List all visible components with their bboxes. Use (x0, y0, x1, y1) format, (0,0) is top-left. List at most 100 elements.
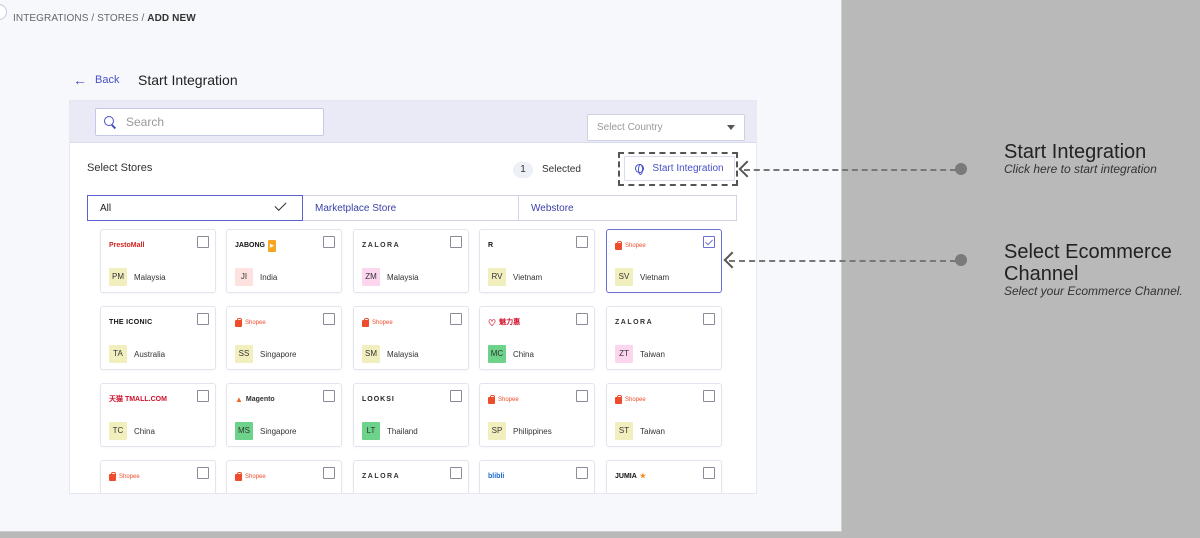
store-country: India (260, 273, 278, 282)
store-card[interactable]: 天猫 TMALL.COM TC China (100, 383, 216, 447)
sidebar-toggle[interactable] (0, 4, 7, 20)
tab-marketplace-store[interactable]: Marketplace Store (303, 196, 519, 220)
store-card[interactable]: ZALORA (353, 460, 469, 493)
tab-marketplace-label: Marketplace Store (315, 202, 397, 214)
store-logo-text: 魅力惠 (499, 319, 521, 326)
annotation-title: Select Ecommerce Channel (1004, 241, 1172, 285)
store-card[interactable]: PrestoMall PM Malaysia (100, 229, 216, 293)
store-card[interactable]: Shopee (100, 460, 216, 493)
country-select[interactable]: Select Country (587, 114, 745, 141)
store-logo-text: R (488, 242, 494, 249)
filter-bar: Select Country (70, 101, 756, 143)
store-card[interactable]: Shopee ST Taiwan (606, 383, 722, 447)
store-logo-text: JUMIA (615, 473, 637, 480)
store-code-badge: SM (362, 345, 380, 363)
store-checkbox[interactable] (323, 467, 335, 479)
search-icon (104, 116, 116, 128)
store-checkbox[interactable] (703, 390, 715, 402)
store-logo-text: LOOKSI (362, 396, 395, 403)
store-card[interactable]: Shopee SM Malaysia (353, 306, 469, 370)
store-country: Vietnam (640, 273, 670, 282)
store-logo-text: ZALORA (362, 242, 401, 249)
store-card[interactable]: ♡ 魅力惠 MC China (479, 306, 595, 370)
store-card[interactable]: LOOKSI LT Thailand (353, 383, 469, 447)
store-card[interactable]: ZALORA ZM Malaysia (353, 229, 469, 293)
store-logo: Shopee (615, 240, 646, 252)
page-title: Start Integration (138, 72, 238, 88)
store-card[interactable]: blibli (479, 460, 595, 493)
back-button[interactable]: ← Back (73, 73, 119, 87)
search-input[interactable] (126, 115, 306, 129)
store-card[interactable]: Shopee SS Singapore (226, 306, 342, 370)
store-country: Singapore (260, 427, 297, 436)
store-checkbox[interactable] (323, 390, 335, 402)
store-logo: blibli (488, 471, 504, 483)
check-icon (274, 198, 287, 212)
store-card[interactable]: JABONG ▶ JI India (226, 229, 342, 293)
country-select-placeholder: Select Country (597, 122, 663, 133)
store-logo: ▲ Magento (235, 395, 275, 404)
store-logo: Shopee (362, 317, 393, 329)
store-logo: Shopee (109, 471, 140, 483)
store-checkbox[interactable] (450, 313, 462, 325)
store-checkbox[interactable] (450, 390, 462, 402)
search-box[interactable] (95, 108, 324, 136)
store-card[interactable]: ▲ Magento MS Singapore (226, 383, 342, 447)
store-checkbox[interactable] (197, 236, 209, 248)
store-card[interactable]: THE ICONIC TA Australia (100, 306, 216, 370)
store-checkbox[interactable] (323, 313, 335, 325)
tab-all-label: All (100, 202, 112, 214)
store-checkbox[interactable] (576, 236, 588, 248)
store-country: Malaysia (387, 350, 419, 359)
selected-count-badge: 1 (513, 162, 533, 178)
store-card[interactable]: Shopee SP Philippines (479, 383, 595, 447)
store-logo-text: THE ICONIC (109, 319, 153, 326)
store-checkbox[interactable] (197, 390, 209, 402)
annotation-start-integration: Start Integration Click here to start in… (1004, 141, 1194, 176)
store-checkbox[interactable] (703, 467, 715, 479)
store-logo-text: Shopee (119, 474, 140, 480)
store-card[interactable]: Shopee (226, 460, 342, 493)
store-checkbox[interactable] (450, 467, 462, 479)
store-checkbox[interactable] (450, 236, 462, 248)
store-checkbox[interactable] (703, 236, 715, 248)
globe-icon (635, 164, 645, 175)
breadcrumb-path[interactable]: INTEGRATIONS / STORES / (13, 13, 148, 24)
tab-webstore[interactable]: Webstore (519, 196, 737, 220)
store-checkbox[interactable] (576, 313, 588, 325)
store-logo-text: JABONG (235, 242, 265, 249)
connector-dot (955, 163, 967, 175)
chevron-down-icon (727, 125, 735, 130)
store-card[interactable]: JUMIA ★ (606, 460, 722, 493)
tab-all[interactable]: All (87, 195, 303, 221)
store-card[interactable]: Shopee SV Vietnam (606, 229, 722, 293)
store-panel: Select Country Select Stores 1 Selected … (69, 100, 757, 494)
store-card[interactable]: ZALORA ZT Taiwan (606, 306, 722, 370)
store-country: China (513, 350, 534, 359)
store-card[interactable]: R RV Vietnam (479, 229, 595, 293)
store-logo: JUMIA ★ (615, 471, 646, 483)
store-country: Philippines (513, 427, 552, 436)
store-checkbox[interactable] (197, 313, 209, 325)
start-integration-button[interactable]: Start Integration (624, 156, 735, 181)
store-country: China (134, 427, 155, 436)
store-country: Taiwan (640, 350, 665, 359)
store-country: Singapore (260, 350, 297, 359)
connector-dot (955, 254, 967, 266)
store-logo-text: Shopee (625, 243, 646, 249)
store-checkbox[interactable] (197, 467, 209, 479)
store-country: Taiwan (640, 427, 665, 436)
store-logo-text: blibli (488, 473, 505, 480)
selected-label: Selected (542, 164, 581, 175)
store-code-badge: SS (235, 345, 253, 363)
store-checkbox[interactable] (576, 390, 588, 402)
store-code-badge: ZT (615, 345, 633, 363)
store-checkbox[interactable] (323, 236, 335, 248)
store-checkbox[interactable] (703, 313, 715, 325)
store-checkbox[interactable] (576, 467, 588, 479)
selection-bar: Select Stores 1 Selected Start Integrati… (70, 143, 756, 188)
store-logo: R (488, 240, 493, 252)
store-code-badge: JI (235, 268, 253, 286)
annotation-title: Start Integration (1004, 141, 1147, 163)
annotation-subtitle: Click here to start integration (1004, 162, 1157, 176)
